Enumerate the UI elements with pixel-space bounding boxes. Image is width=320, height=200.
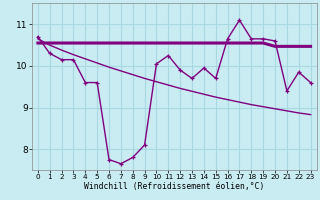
X-axis label: Windchill (Refroidissement éolien,°C): Windchill (Refroidissement éolien,°C) [84, 182, 264, 191]
